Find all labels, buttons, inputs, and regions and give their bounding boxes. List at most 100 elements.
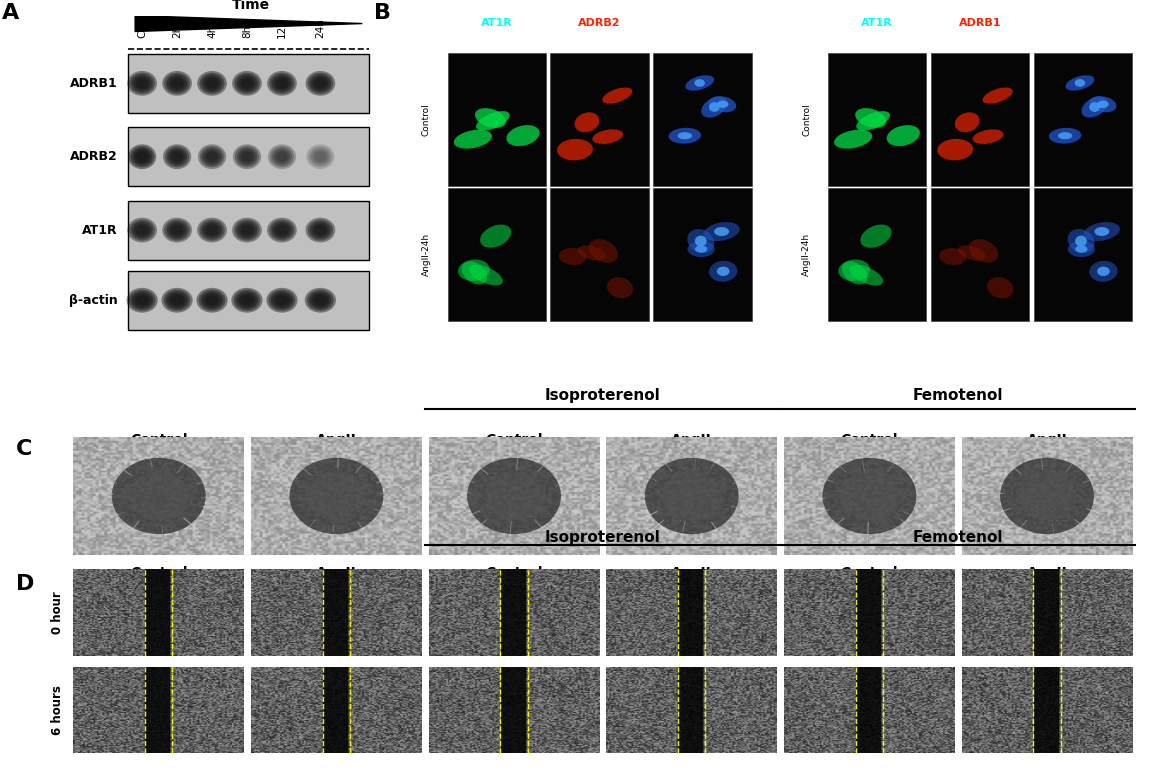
Text: 4h: 4h	[207, 25, 217, 38]
Ellipse shape	[308, 289, 333, 310]
Ellipse shape	[232, 218, 262, 243]
Ellipse shape	[199, 73, 225, 94]
Ellipse shape	[163, 144, 191, 169]
Ellipse shape	[234, 219, 260, 240]
Ellipse shape	[709, 261, 737, 282]
Ellipse shape	[678, 132, 692, 139]
Ellipse shape	[164, 73, 190, 94]
Text: AT1R: AT1R	[481, 19, 513, 28]
FancyBboxPatch shape	[550, 187, 649, 321]
Ellipse shape	[169, 223, 185, 237]
Ellipse shape	[171, 152, 183, 162]
Ellipse shape	[204, 76, 220, 90]
Text: AngII: AngII	[1026, 433, 1067, 447]
Ellipse shape	[694, 236, 707, 247]
FancyBboxPatch shape	[128, 54, 369, 113]
Ellipse shape	[669, 128, 701, 144]
Text: Isoproterenol: Isoproterenol	[545, 387, 661, 403]
Ellipse shape	[461, 261, 487, 285]
Ellipse shape	[311, 148, 330, 166]
Ellipse shape	[269, 73, 295, 94]
Text: AngII: AngII	[316, 433, 356, 447]
Ellipse shape	[276, 296, 288, 305]
Ellipse shape	[134, 76, 150, 90]
Ellipse shape	[167, 75, 188, 92]
Ellipse shape	[276, 152, 288, 162]
FancyBboxPatch shape	[654, 187, 751, 321]
Ellipse shape	[232, 71, 262, 96]
Ellipse shape	[578, 245, 606, 261]
Ellipse shape	[315, 225, 326, 235]
Ellipse shape	[204, 293, 220, 307]
Ellipse shape	[274, 150, 290, 163]
Ellipse shape	[276, 225, 288, 235]
Ellipse shape	[271, 222, 292, 239]
Text: ADRB2: ADRB2	[70, 150, 118, 163]
Ellipse shape	[271, 75, 292, 92]
Text: 2h: 2h	[172, 25, 182, 38]
Ellipse shape	[129, 219, 155, 240]
Ellipse shape	[129, 289, 155, 310]
Ellipse shape	[129, 471, 189, 520]
Ellipse shape	[310, 75, 331, 92]
Ellipse shape	[305, 218, 336, 243]
Ellipse shape	[312, 76, 329, 90]
Ellipse shape	[475, 108, 506, 128]
Ellipse shape	[312, 223, 329, 237]
Ellipse shape	[134, 293, 150, 307]
Ellipse shape	[939, 248, 967, 265]
Text: AT1R: AT1R	[82, 223, 118, 237]
FancyBboxPatch shape	[654, 53, 751, 186]
Ellipse shape	[955, 112, 980, 132]
Ellipse shape	[485, 471, 544, 520]
Ellipse shape	[938, 138, 973, 160]
Ellipse shape	[198, 144, 226, 169]
Ellipse shape	[239, 76, 255, 90]
Text: AngII: AngII	[671, 566, 712, 580]
Ellipse shape	[169, 293, 185, 307]
Polygon shape	[135, 16, 362, 32]
Ellipse shape	[469, 265, 503, 286]
Text: Femotenol: Femotenol	[913, 387, 1003, 403]
Text: Femotenol: Femotenol	[913, 530, 1003, 545]
Ellipse shape	[716, 100, 728, 108]
Ellipse shape	[315, 152, 326, 162]
Ellipse shape	[704, 222, 740, 241]
Text: AngII-24h: AngII-24h	[422, 233, 431, 276]
Ellipse shape	[306, 471, 366, 520]
Text: AngII: AngII	[671, 433, 712, 447]
Ellipse shape	[134, 150, 150, 163]
Ellipse shape	[168, 148, 186, 166]
Ellipse shape	[310, 222, 331, 239]
Ellipse shape	[127, 71, 157, 96]
Ellipse shape	[136, 79, 148, 88]
Ellipse shape	[1075, 246, 1087, 253]
FancyBboxPatch shape	[128, 127, 369, 186]
Ellipse shape	[274, 223, 290, 237]
Ellipse shape	[973, 129, 1003, 144]
Ellipse shape	[1074, 79, 1086, 87]
FancyBboxPatch shape	[828, 187, 926, 321]
Text: AT1R: AT1R	[861, 19, 892, 28]
Ellipse shape	[1094, 227, 1109, 236]
Ellipse shape	[241, 225, 253, 235]
Ellipse shape	[309, 146, 332, 167]
FancyBboxPatch shape	[128, 201, 369, 260]
FancyBboxPatch shape	[931, 187, 1029, 321]
Ellipse shape	[204, 223, 220, 237]
Ellipse shape	[129, 73, 155, 94]
Ellipse shape	[305, 288, 336, 313]
Ellipse shape	[315, 296, 326, 305]
Ellipse shape	[197, 71, 227, 96]
Ellipse shape	[273, 148, 291, 166]
Ellipse shape	[202, 222, 223, 239]
Ellipse shape	[276, 79, 288, 88]
Ellipse shape	[687, 241, 715, 257]
Ellipse shape	[270, 146, 294, 167]
Ellipse shape	[167, 222, 188, 239]
Ellipse shape	[310, 292, 331, 309]
Text: C: C	[16, 440, 33, 459]
Ellipse shape	[162, 71, 192, 96]
Ellipse shape	[685, 75, 714, 91]
FancyBboxPatch shape	[550, 53, 649, 186]
